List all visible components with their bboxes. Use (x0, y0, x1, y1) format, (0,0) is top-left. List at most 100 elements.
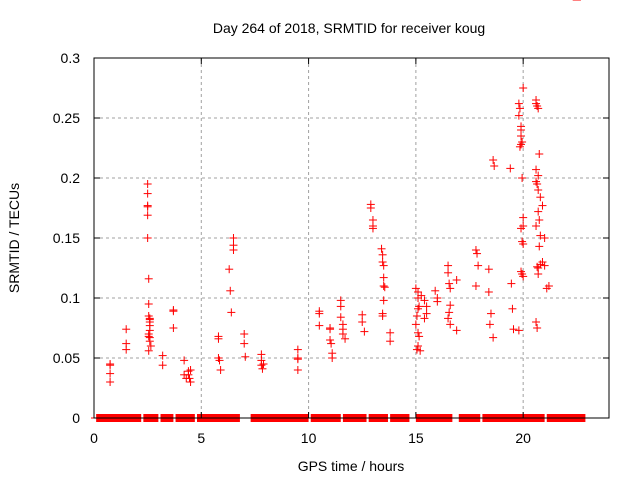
data-point (293, 366, 302, 374)
data-point (446, 301, 455, 310)
data-point (490, 162, 499, 170)
data-point (485, 320, 494, 329)
data-point (445, 308, 454, 317)
data-point (379, 282, 388, 290)
data-point (145, 337, 154, 346)
data-point (444, 261, 453, 270)
data-point (258, 364, 267, 373)
data-point (489, 156, 498, 164)
data-point (326, 336, 335, 344)
data-point (473, 249, 482, 258)
data-point (144, 274, 153, 283)
data-point (484, 288, 493, 296)
y-tick-label: 0.15 (53, 230, 80, 246)
data-point (380, 283, 389, 292)
data-point (540, 261, 549, 270)
data-point (474, 261, 483, 270)
data-point (431, 286, 440, 295)
data-point (146, 342, 155, 350)
data-point (536, 193, 545, 202)
y-tick-label: 0.25 (53, 110, 80, 126)
data-point (444, 268, 453, 277)
data-point (169, 307, 178, 316)
data-point (360, 327, 369, 336)
data-point (186, 378, 195, 386)
data-point (379, 296, 388, 305)
data-point (122, 345, 131, 354)
data-point (542, 284, 551, 293)
data-point (411, 284, 420, 293)
data-point (241, 352, 250, 361)
data-point (517, 140, 526, 149)
chart-title: Day 264 of 2018, SRMTID for receiver kou… (213, 20, 485, 36)
data-point (184, 370, 193, 379)
data-point (366, 204, 375, 212)
data-point (378, 312, 387, 320)
data-point (225, 265, 234, 274)
data-point (533, 262, 542, 271)
data-point (414, 304, 423, 313)
data-point (216, 366, 225, 374)
data-point (293, 355, 302, 364)
data-point (533, 324, 542, 332)
y-tick-label: 0.05 (53, 350, 80, 366)
data-point (532, 318, 541, 326)
data-point (214, 334, 223, 343)
x-tick-label: 5 (197, 430, 205, 446)
data-point (315, 309, 324, 318)
y-tick-label: 0.3 (61, 50, 81, 66)
data-point (229, 234, 238, 242)
data-point (534, 171, 543, 180)
data-point (517, 224, 526, 233)
data-point (446, 320, 455, 329)
data-point (378, 250, 387, 259)
data-point (484, 265, 493, 274)
data-point (532, 165, 541, 174)
data-point (519, 240, 528, 248)
data-point (106, 361, 115, 370)
data-point (519, 213, 528, 222)
data-point (379, 261, 388, 270)
y-axis-ticks: 0 0.05 0.1 0.15 0.2 0.25 0.3 (53, 50, 609, 426)
data-point (386, 337, 395, 346)
data-point (486, 309, 495, 318)
x-axis-ticks: 0 5 10 15 20 (90, 58, 531, 446)
data-point (240, 339, 249, 348)
data-point (106, 378, 115, 386)
data-point (411, 320, 420, 329)
data-point (508, 304, 517, 313)
data-point (536, 231, 545, 240)
data-point (422, 309, 431, 318)
data-point (509, 325, 518, 334)
data-point (514, 111, 523, 120)
data-point (540, 234, 549, 242)
data-point (538, 201, 547, 210)
data-point (446, 284, 455, 293)
data-point (506, 164, 515, 173)
y-tick-label: 0.2 (61, 170, 81, 186)
data-point (471, 282, 480, 290)
data-point (515, 104, 524, 113)
data-point (452, 276, 461, 284)
data-point (158, 361, 167, 370)
data-point (414, 328, 423, 337)
data-point (358, 310, 367, 319)
data-point (180, 356, 189, 365)
data-point (215, 356, 224, 365)
data-point (326, 325, 335, 334)
data-point (158, 351, 167, 360)
y-tick-label: 0 (72, 410, 80, 426)
data-points (106, 0, 581, 386)
data-point (517, 132, 526, 140)
data-point (240, 330, 249, 338)
data-point (144, 332, 153, 341)
data-point (534, 207, 543, 216)
data-point (336, 302, 345, 311)
data-point (514, 99, 523, 108)
data-point (386, 328, 395, 337)
y-tick-label: 0.1 (61, 290, 81, 306)
data-point (143, 180, 152, 188)
data-point (420, 314, 429, 323)
data-point (145, 326, 154, 335)
data-point (293, 345, 302, 354)
